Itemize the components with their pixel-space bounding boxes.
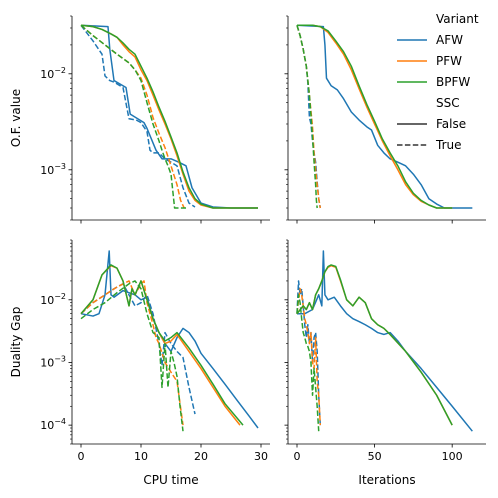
series-group — [296, 250, 473, 432]
series-group — [80, 250, 259, 432]
panel-top-left: 10−210−3O.F. value — [9, 15, 270, 224]
series-line-bpfw-ssc-true — [296, 294, 320, 432]
legend-hue-title: Variant — [436, 12, 479, 26]
y-tick-base: 10 — [40, 68, 54, 81]
x-tick-label: 10 — [134, 450, 148, 463]
legend-label-ssc-false: False — [436, 117, 466, 131]
y-tick-exponent: −4 — [54, 417, 66, 426]
series-line-bpfw-ssc-false — [297, 24, 453, 209]
y-tick-base: 10 — [40, 356, 54, 369]
y-tick-exponent: −3 — [54, 354, 66, 363]
legend-label-pfw: PFW — [436, 54, 462, 68]
y-tick-base: 10 — [40, 419, 54, 432]
x-tick-label: 0 — [78, 450, 85, 463]
y-tick-label: 10−2 — [40, 66, 66, 81]
legend-label-ssc-true: True — [435, 138, 462, 152]
x-tick-label: 30 — [254, 450, 268, 463]
series-line-bpfw-ssc-false — [80, 264, 244, 426]
y-axis-label: O.F. value — [9, 89, 23, 147]
x-tick-label: 20 — [194, 450, 208, 463]
series-line-afw-ssc-true — [80, 24, 196, 208]
legend-label-afw: AFW — [436, 33, 463, 47]
panel-top-right — [284, 15, 486, 224]
x-tick-label: 50 — [368, 450, 382, 463]
x-axis-label: CPU time — [143, 473, 198, 487]
y-tick-base: 10 — [40, 164, 54, 177]
series-line-bpfw-ssc-false — [296, 264, 453, 426]
y-axis-label: Duality Gap — [9, 307, 23, 378]
y-tick-exponent: −2 — [54, 66, 66, 75]
x-tick-label: 0 — [294, 450, 301, 463]
y-tick-exponent: −2 — [54, 292, 66, 301]
series-line-afw-ssc-false — [80, 24, 258, 209]
legend: Variant AFW PFW BPFW SSC False True — [397, 12, 479, 152]
legend-style-title: SSC — [436, 96, 460, 110]
series-group — [296, 24, 473, 209]
panel-bottom-right: 0 50 100 Iterations — [284, 239, 486, 487]
series-line-pfw-ssc-true — [80, 280, 184, 426]
y-tick-base: 10 — [40, 294, 54, 307]
series-group — [80, 24, 258, 209]
series-line-pfw-ssc-true — [296, 288, 322, 426]
series-line-afw-ssc-true — [296, 25, 322, 209]
series-line-bpfw-ssc-true — [80, 280, 184, 432]
series-line-pfw-ssc-false — [296, 264, 453, 426]
x-axis-label: Iterations — [358, 473, 415, 487]
x-tick-label: 100 — [442, 450, 463, 463]
y-tick-label: 10−2 — [40, 292, 66, 307]
y-tick-label: 10−3 — [40, 162, 66, 177]
series-line-bpfw-ssc-false — [80, 24, 258, 209]
series-line-bpfw-ssc-true — [296, 25, 318, 209]
legend-label-bpfw: BPFW — [436, 75, 470, 89]
series-line-pfw-ssc-false — [297, 24, 453, 209]
series-line-afw-ssc-false — [296, 24, 473, 209]
y-tick-exponent: −3 — [54, 162, 66, 171]
series-line-bpfw-ssc-true — [80, 24, 186, 209]
series-line-pfw-ssc-false — [80, 24, 258, 209]
y-tick-label: 10−3 — [40, 354, 66, 369]
series-line-afw-ssc-true — [80, 283, 196, 415]
y-tick-label: 10−4 — [40, 417, 66, 432]
series-line-pfw-ssc-true — [296, 25, 322, 209]
